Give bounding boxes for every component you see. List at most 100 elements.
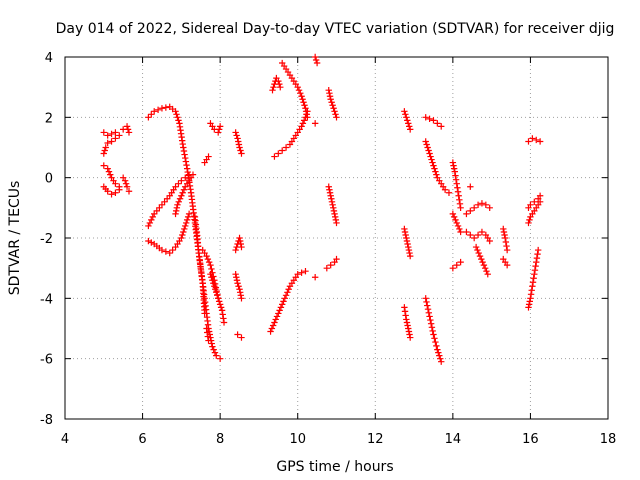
data-point <box>299 96 306 103</box>
data-point <box>179 189 186 196</box>
data-point <box>533 258 540 266</box>
data-point <box>483 267 490 275</box>
data-point <box>467 231 474 239</box>
series-arc-01 <box>100 129 123 139</box>
data-point <box>178 177 185 184</box>
data-point <box>145 237 152 245</box>
data-point <box>481 264 489 272</box>
data-point <box>330 204 337 212</box>
data-point <box>402 231 409 239</box>
axis-ticks <box>64 56 609 420</box>
data-point <box>426 150 433 157</box>
data-point <box>429 159 436 166</box>
data-point <box>426 115 433 123</box>
data-point <box>216 123 224 130</box>
data-point <box>500 228 508 236</box>
data-point <box>281 295 288 302</box>
data-point <box>237 147 244 154</box>
data-point <box>277 304 285 311</box>
data-point <box>304 108 311 115</box>
data-point <box>267 328 274 335</box>
y-tick-label: 0 <box>45 172 53 187</box>
data-point <box>503 261 511 269</box>
data-point <box>208 274 215 281</box>
data-point <box>450 162 457 169</box>
data-point <box>276 80 283 88</box>
data-point <box>238 334 245 341</box>
series-arc-35 <box>422 138 453 196</box>
series-arc-18 <box>232 234 245 254</box>
series-arc-39 <box>449 258 464 272</box>
series-arc-17 <box>232 129 245 157</box>
series-arc-40 <box>463 200 493 218</box>
data-point <box>280 298 287 305</box>
data-point <box>455 192 462 199</box>
data-point <box>503 246 511 254</box>
data-point <box>151 108 158 115</box>
data-point <box>166 249 173 257</box>
data-point <box>180 144 187 151</box>
data-point <box>427 153 434 160</box>
data-point <box>276 307 283 314</box>
data-point <box>328 198 336 205</box>
data-point <box>311 120 319 127</box>
data-point <box>108 191 115 198</box>
data-point <box>403 234 410 242</box>
series-arc-46 <box>525 135 544 145</box>
series-arc-38 <box>449 210 464 236</box>
data-point <box>215 126 223 133</box>
data-point <box>273 313 281 320</box>
data-point <box>433 171 440 178</box>
data-point <box>332 213 339 221</box>
data-point <box>213 289 220 296</box>
data-point <box>312 56 320 64</box>
data-point <box>327 261 334 269</box>
data-point <box>108 138 115 145</box>
data-point <box>112 180 119 187</box>
data-point <box>149 213 156 221</box>
data-point <box>454 184 461 191</box>
data-point <box>525 304 532 311</box>
data-point <box>502 238 510 246</box>
y-tick-label: -8 <box>40 413 53 428</box>
series-arc-14 <box>207 120 224 136</box>
data-point <box>326 90 333 97</box>
series-arc-21 <box>269 74 284 94</box>
series-arc-49 <box>525 246 542 311</box>
data-point <box>180 147 188 155</box>
data-point <box>148 239 155 246</box>
data-point <box>424 302 431 309</box>
data-point <box>467 183 474 190</box>
data-point <box>326 93 334 100</box>
data-point <box>402 111 409 118</box>
data-point <box>434 346 441 353</box>
data-point <box>474 201 482 209</box>
data-point <box>216 301 224 308</box>
data-point <box>269 322 277 329</box>
data-point <box>232 271 239 278</box>
data-point <box>433 342 440 350</box>
data-point <box>478 200 486 207</box>
data-point <box>480 261 488 269</box>
x-tick-label: 18 <box>600 432 617 447</box>
data-point <box>536 192 544 199</box>
data-point <box>236 144 243 151</box>
data-point <box>405 328 413 335</box>
series-arc-05 <box>119 123 133 136</box>
data-point <box>425 147 432 154</box>
data-point <box>474 231 482 239</box>
data-point <box>403 319 411 326</box>
data-point <box>182 154 189 162</box>
data-point <box>424 305 432 313</box>
y-tick-labels: -8 -6 -4 -2 0 2 4 <box>40 51 53 428</box>
data-point <box>333 255 340 263</box>
series-arc-33 <box>401 304 414 341</box>
data-point <box>527 291 535 298</box>
data-point <box>204 255 212 263</box>
data-point <box>205 153 212 160</box>
data-point <box>326 189 334 196</box>
data-point <box>284 289 291 296</box>
data-point <box>237 292 245 299</box>
data-point <box>181 225 188 233</box>
